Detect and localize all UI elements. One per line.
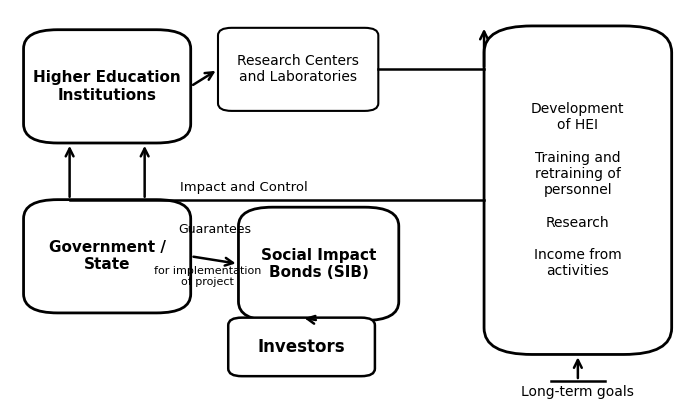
FancyBboxPatch shape [218,28,378,111]
FancyBboxPatch shape [23,200,190,313]
FancyBboxPatch shape [228,318,375,376]
Text: Research Centers
and Laboratories: Research Centers and Laboratories [237,54,359,85]
FancyBboxPatch shape [23,30,190,143]
Text: Higher Education
Institutions: Higher Education Institutions [34,70,181,103]
Text: Impact and Control: Impact and Control [179,181,308,194]
Text: Government /
State: Government / State [49,240,166,273]
FancyBboxPatch shape [238,207,399,320]
Text: Development
of HEI

Training and
retraining of
personnel

Research

Income from
: Development of HEI Training and retraini… [531,102,625,278]
FancyBboxPatch shape [484,26,672,354]
Text: Guarantees: Guarantees [178,223,251,235]
Text: for implementation
of project: for implementation of project [154,266,262,287]
Text: Social Impact
Bonds (SIB): Social Impact Bonds (SIB) [261,248,376,280]
Text: Investors: Investors [258,338,345,356]
Text: Long-term goals: Long-term goals [521,385,634,399]
